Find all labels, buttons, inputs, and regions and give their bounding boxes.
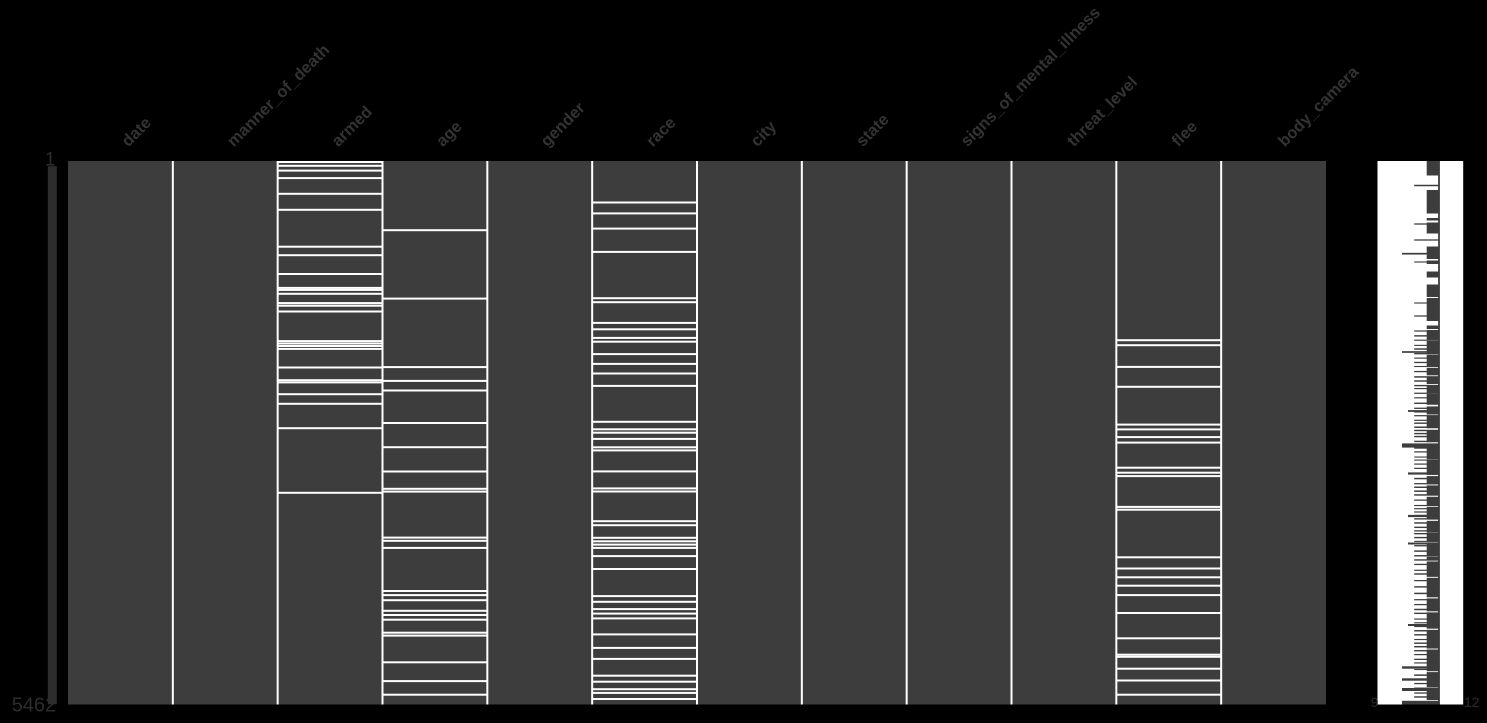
svg-text:5462: 5462 <box>12 694 57 716</box>
svg-text:1: 1 <box>45 150 56 171</box>
svg-text:9: 9 <box>1371 694 1379 710</box>
svg-text:12: 12 <box>1464 694 1480 710</box>
